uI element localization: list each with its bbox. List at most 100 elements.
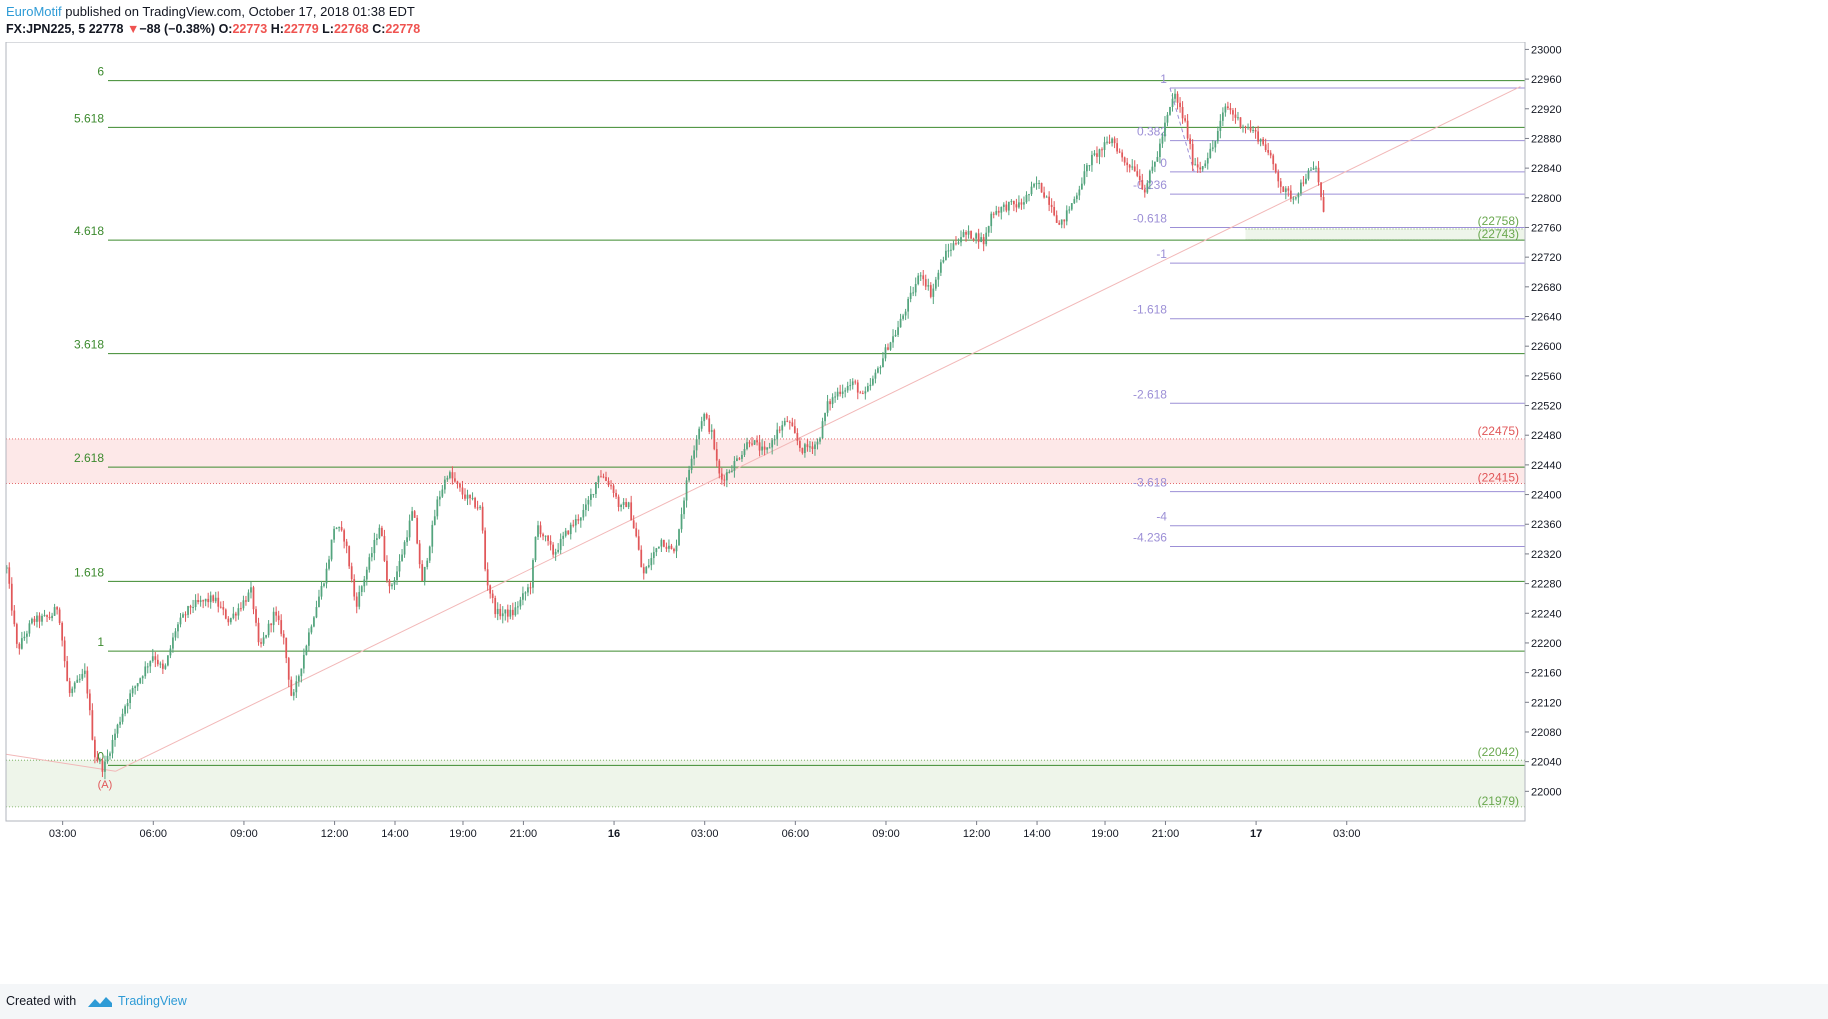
candle-body xyxy=(557,549,560,552)
candle-body xyxy=(277,615,280,621)
candle-body xyxy=(1159,143,1161,157)
candle-body xyxy=(1116,143,1118,152)
candle-body xyxy=(504,609,507,614)
candle-body xyxy=(1060,219,1063,225)
candle-body xyxy=(720,473,723,480)
candle-body xyxy=(63,640,66,662)
candle-body xyxy=(1232,110,1234,115)
candle-body xyxy=(1113,138,1116,144)
candle-body xyxy=(466,494,469,499)
author-link[interactable]: EuroMotif xyxy=(6,4,62,19)
candle-body xyxy=(859,392,862,394)
candle-body xyxy=(1312,168,1315,170)
candle-body xyxy=(1103,142,1106,150)
candle-body xyxy=(934,279,937,289)
candle-body xyxy=(635,528,638,537)
fib-ret-label--4.236: -4.236 xyxy=(1133,530,1167,544)
candle-body xyxy=(229,618,232,623)
x-tick-label-5: 19:00 xyxy=(449,828,477,840)
candle-body xyxy=(474,497,476,508)
candle-body xyxy=(408,520,411,538)
candle-body xyxy=(146,666,149,668)
candle-body xyxy=(255,609,257,623)
candle-body xyxy=(209,595,212,603)
candle-body xyxy=(693,450,696,459)
fib-ext-label-2.618: 2.618 xyxy=(74,451,104,465)
fib-ret-label--2.618: -2.618 xyxy=(1133,387,1167,401)
candle-body xyxy=(1128,165,1131,168)
y-tick-label-22200: 22200 xyxy=(1531,638,1562,650)
candle-body xyxy=(736,458,738,462)
tradingview-link[interactable]: TradingView xyxy=(118,994,187,1008)
candle-body xyxy=(222,607,225,610)
candle-body xyxy=(975,233,977,239)
candle-body xyxy=(738,458,741,460)
candle-body xyxy=(1108,141,1111,144)
candle-body xyxy=(864,391,867,394)
candle-body xyxy=(184,614,187,616)
candle-body xyxy=(1070,203,1073,210)
candle-body xyxy=(23,636,26,639)
candle-body xyxy=(967,230,970,235)
candle-body xyxy=(617,496,620,507)
candle-body xyxy=(275,611,278,616)
candle-body xyxy=(945,250,947,261)
candle-body xyxy=(793,426,796,433)
candle-body xyxy=(801,447,804,454)
candle-body xyxy=(615,492,617,497)
candle-body xyxy=(1184,118,1186,121)
candle-body xyxy=(328,559,330,569)
candle-body xyxy=(149,661,152,667)
candle-body xyxy=(942,260,945,263)
candle-body xyxy=(454,478,456,482)
price-chart[interactable]: (22475) (22415) (22042) (21979) (22758)(2274… xyxy=(0,42,1828,984)
candle-body xyxy=(763,446,766,450)
candle-body xyxy=(343,530,346,542)
candle-body xyxy=(1146,183,1149,193)
candle-body xyxy=(167,655,169,666)
candle-body xyxy=(257,622,260,643)
candle-body xyxy=(338,527,340,529)
candle-body xyxy=(1244,126,1247,128)
candle-body xyxy=(811,446,814,450)
x-tick-label-10: 09:00 xyxy=(872,828,900,840)
candle-body xyxy=(1055,215,1058,223)
candle-body xyxy=(821,421,824,439)
candle-body xyxy=(861,393,864,395)
candle-body xyxy=(204,598,207,602)
candle-body xyxy=(698,428,701,440)
candle-body xyxy=(1118,151,1121,153)
open-value: 22773 xyxy=(232,22,268,36)
candle-body xyxy=(612,485,615,493)
candle-body xyxy=(1098,149,1101,157)
candle-body xyxy=(887,347,889,350)
candle-body xyxy=(683,500,685,515)
candle-body xyxy=(479,506,481,508)
candle-body xyxy=(914,284,917,293)
fib-ret-label-0: 0 xyxy=(1160,156,1167,170)
candle-body xyxy=(655,548,658,553)
candle-body xyxy=(18,643,21,649)
last-price: 22778 xyxy=(88,22,124,36)
candle-body xyxy=(449,472,451,478)
y-tick-label-22440: 22440 xyxy=(1531,460,1562,472)
y-tick-label-22760: 22760 xyxy=(1531,222,1562,234)
candle-body xyxy=(826,401,829,413)
x-tick-label-12: 14:00 xyxy=(1023,828,1051,840)
candle-body xyxy=(1300,182,1302,194)
candle-body xyxy=(1289,190,1292,199)
candle-body xyxy=(1191,143,1194,165)
candle-body xyxy=(1259,138,1262,142)
tradingview-logo-icon[interactable] xyxy=(86,994,114,1010)
candle-body xyxy=(718,460,721,474)
candle-body xyxy=(1194,164,1197,166)
candle-body xyxy=(1221,112,1224,121)
candle-body xyxy=(13,610,16,625)
candle-body xyxy=(464,494,466,499)
candle-body xyxy=(1038,182,1040,184)
candle-body xyxy=(904,311,907,316)
y-tick-label-22040: 22040 xyxy=(1531,757,1562,769)
candle-body xyxy=(645,566,648,574)
candle-body xyxy=(1091,154,1093,166)
candle-body xyxy=(610,485,612,487)
